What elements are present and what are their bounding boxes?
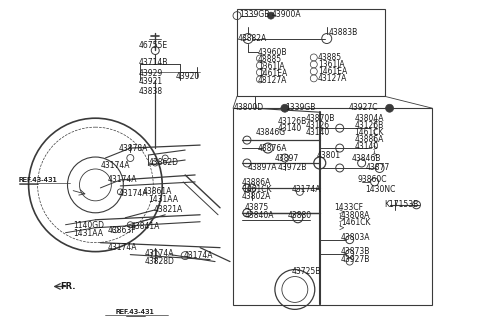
Text: 43885: 43885	[258, 55, 282, 64]
Bar	[233, 108, 432, 305]
Text: 43972B: 43972B	[278, 163, 307, 173]
Text: 43174A: 43174A	[183, 251, 213, 260]
Text: 43126: 43126	[306, 121, 330, 130]
Circle shape	[243, 209, 251, 217]
Text: 1433CF: 1433CF	[334, 203, 363, 212]
Text: 43174A: 43174A	[108, 243, 137, 252]
Text: 43846G: 43846G	[256, 128, 286, 137]
Text: 43885: 43885	[318, 53, 342, 62]
Text: 1461CK: 1461CK	[355, 128, 384, 137]
Text: 43808A: 43808A	[341, 211, 370, 220]
Circle shape	[243, 184, 251, 192]
Text: 1339GB: 1339GB	[239, 10, 269, 19]
Text: 1361JA: 1361JA	[318, 60, 344, 69]
Text: 43929: 43929	[138, 69, 163, 78]
Text: REF.43-431: REF.43-431	[19, 177, 58, 183]
Text: 43840A: 43840A	[245, 211, 275, 220]
Text: 43863F: 43863F	[108, 226, 136, 235]
Circle shape	[336, 164, 344, 172]
Text: 43878A: 43878A	[119, 144, 148, 153]
Text: 43873B: 43873B	[341, 247, 370, 256]
Text: 1361JA: 1361JA	[258, 62, 285, 71]
Text: 43870B: 43870B	[306, 114, 335, 123]
Text: 43846B: 43846B	[352, 154, 381, 163]
Text: 43920: 43920	[175, 72, 199, 81]
Text: 43174A: 43174A	[144, 249, 174, 258]
Text: REF.43-431: REF.43-431	[116, 309, 155, 315]
Circle shape	[336, 144, 344, 152]
Text: REF.43-431: REF.43-431	[19, 177, 58, 183]
Text: 43174A: 43174A	[292, 185, 321, 195]
Text: K17153B: K17153B	[384, 200, 419, 209]
Text: 1461CK: 1461CK	[242, 185, 272, 195]
Circle shape	[243, 159, 251, 167]
Text: 1430NC: 1430NC	[366, 185, 396, 195]
Text: 43174A: 43174A	[108, 175, 137, 184]
Text: 43127A: 43127A	[258, 76, 288, 85]
Text: 43140: 43140	[306, 128, 330, 137]
Text: 1461EA: 1461EA	[258, 69, 287, 78]
Text: 1431AA: 1431AA	[148, 195, 178, 204]
Text: 43127A: 43127A	[318, 74, 347, 83]
Text: 43927B: 43927B	[341, 255, 370, 264]
Text: 43828D: 43828D	[144, 257, 174, 266]
Text: 43800D: 43800D	[234, 103, 264, 112]
Text: 43875: 43875	[245, 203, 269, 212]
Text: 1431AA: 1431AA	[73, 229, 104, 238]
Text: 43886A: 43886A	[355, 134, 384, 144]
Text: 43140: 43140	[278, 124, 302, 133]
Text: 43877: 43877	[366, 163, 390, 173]
Text: 43897: 43897	[275, 154, 299, 163]
Text: 93860C: 93860C	[358, 175, 387, 184]
Text: 43126B: 43126B	[355, 121, 384, 130]
Text: 43841A: 43841A	[130, 222, 160, 231]
Text: 43174A: 43174A	[100, 161, 130, 171]
Text: 1461CK: 1461CK	[341, 218, 370, 227]
Text: 43886A: 43886A	[242, 178, 271, 187]
Text: 43803A: 43803A	[341, 233, 370, 242]
Circle shape	[243, 136, 251, 144]
Circle shape	[336, 124, 344, 132]
Text: 43725B: 43725B	[292, 267, 321, 276]
Text: 43821A: 43821A	[153, 205, 182, 214]
Text: 43880: 43880	[288, 211, 312, 220]
Text: 43876A: 43876A	[258, 144, 288, 153]
Text: 43921: 43921	[138, 77, 162, 86]
Text: 1461EA: 1461EA	[318, 67, 347, 76]
Text: 43802A: 43802A	[242, 192, 271, 201]
Circle shape	[243, 209, 251, 217]
Bar	[237, 9, 384, 96]
Circle shape	[267, 12, 275, 19]
Text: 43883B: 43883B	[329, 28, 358, 37]
Text: 43174A: 43174A	[119, 189, 148, 198]
Circle shape	[385, 104, 394, 112]
Text: 1339GB: 1339GB	[285, 103, 315, 112]
Text: 43897A: 43897A	[248, 163, 277, 173]
Text: 43862D: 43862D	[148, 157, 178, 167]
Text: 43927C: 43927C	[348, 103, 378, 112]
Text: REF.43-431: REF.43-431	[116, 309, 155, 315]
Text: 43801: 43801	[317, 151, 341, 159]
Text: 43838: 43838	[138, 87, 162, 96]
Text: 1140GD: 1140GD	[73, 221, 105, 230]
Text: 43861A: 43861A	[142, 187, 172, 196]
Text: 46755E: 46755E	[138, 41, 168, 50]
Circle shape	[281, 104, 289, 112]
Text: 43960B: 43960B	[258, 48, 288, 57]
Text: 43714B: 43714B	[138, 58, 168, 67]
Text: 43882A: 43882A	[238, 34, 267, 43]
Text: 43804A: 43804A	[355, 114, 384, 123]
Text: 43140: 43140	[355, 142, 379, 151]
Text: 43900A: 43900A	[272, 10, 301, 19]
Text: FR.: FR.	[60, 282, 76, 291]
Text: 43126B: 43126B	[278, 117, 307, 126]
